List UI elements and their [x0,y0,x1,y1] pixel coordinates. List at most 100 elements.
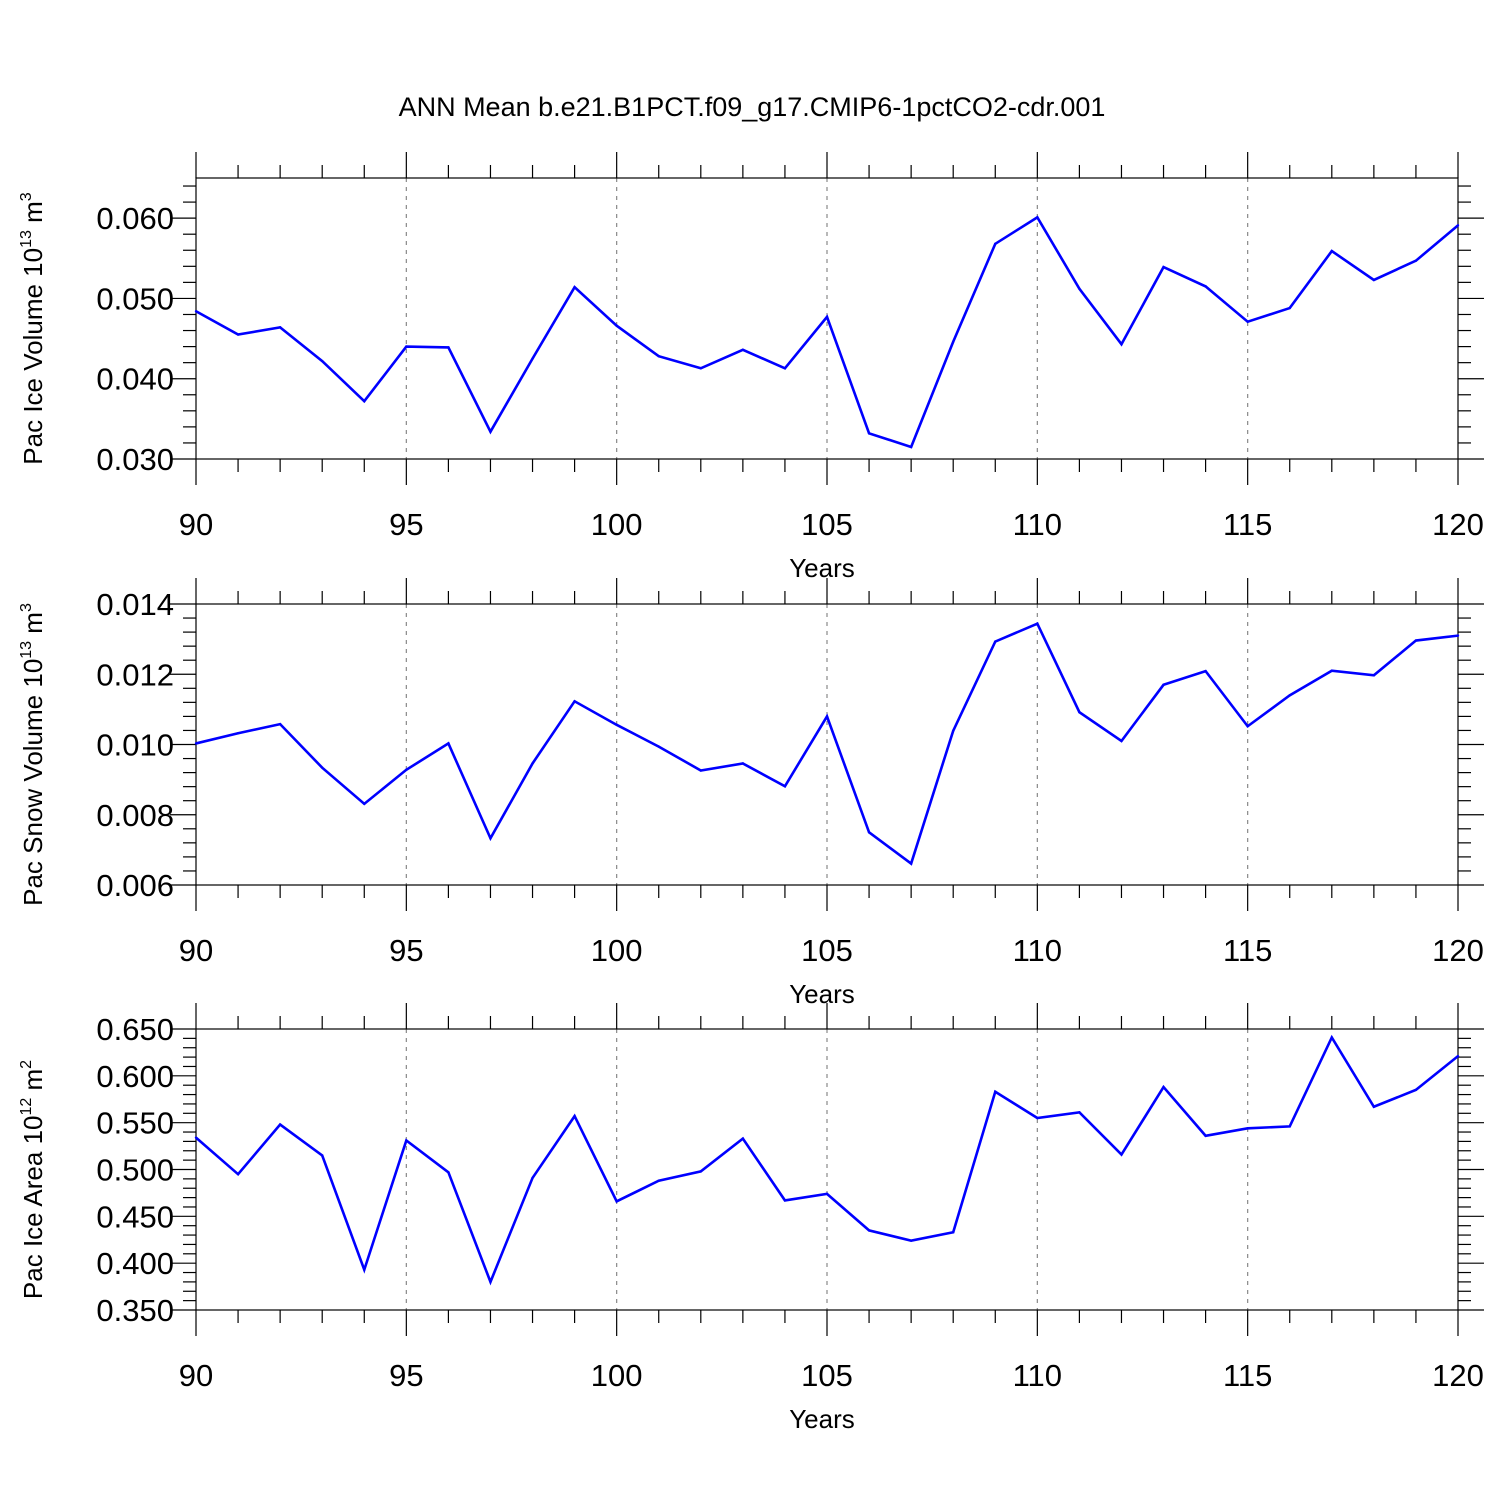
y-tick-label: 0.450 [96,1199,174,1234]
data-point [909,1239,913,1242]
data-point [952,340,955,343]
data-point [615,1200,618,1203]
y-tick-label: 0.006 [96,868,174,903]
y-tick-label: 0.060 [96,201,174,236]
data-point [236,732,240,735]
data-point [909,445,913,449]
data-point [1414,1088,1418,1092]
data-point [825,715,829,718]
data-point [236,1172,240,1176]
y-tick-label: 0.050 [96,281,174,316]
data-point [1204,285,1207,288]
data-point [447,742,450,745]
data-point [278,722,282,726]
data-point [194,742,198,745]
data-point [1204,669,1207,673]
x-tick-label: 100 [591,507,643,542]
data-point [405,345,408,348]
y-tick-label: 0.350 [96,1293,174,1328]
data-point [363,1268,366,1271]
x-tick-label: 115 [1223,1358,1272,1393]
data-point [1120,342,1123,346]
x-tick-label: 105 [801,933,853,968]
data-point [783,367,787,370]
data-point [825,1192,829,1196]
data-point [699,1170,702,1173]
x-tick-label: 105 [801,1358,853,1393]
data-point [531,762,534,765]
data-point [321,766,324,769]
data-point [1330,669,1334,672]
data-point [573,700,576,703]
x-tick-label: 120 [1432,507,1484,542]
plot-frame [195,1028,1459,1311]
data-point [447,346,450,349]
data-point [1036,622,1039,625]
data-point [489,1280,492,1284]
data-point [1456,1054,1460,1058]
data-point [278,326,282,329]
data-point [867,1229,871,1232]
data-point [657,745,660,748]
data-point [1078,287,1081,290]
x-tick-label: 115 [1223,933,1272,968]
data-point [825,315,829,319]
data-point [1372,1105,1376,1108]
data-point [1162,265,1165,269]
data-point [405,768,408,771]
data-point [489,837,492,840]
plot-frame [195,603,1459,886]
data-point [1372,674,1376,677]
data-point [699,769,702,772]
data-point [615,324,618,327]
data-point [867,831,871,834]
data-point [1204,1134,1207,1137]
data-point [867,432,871,435]
data-point [741,762,745,765]
x-tick-label: 95 [389,1358,423,1393]
data-point [1120,739,1123,743]
data-point [1120,1153,1123,1156]
x-axis-label: Years [789,979,855,1009]
data-point [573,1114,576,1118]
panels: 90 95 100 105 110 115 120 0.030 0.040 0.050 0.060 Y… [18,152,1484,1434]
x-tick-label: 100 [591,1358,643,1393]
data-point [783,1199,787,1202]
data-point [994,640,997,643]
x-tick-label: 120 [1432,933,1484,968]
data-point [531,1176,534,1180]
x-tick-label: 90 [179,933,213,968]
y-tick-label: 0.014 [96,587,174,622]
x-axis-label: Years [789,553,855,583]
panel-2: 90 95 100 105 110 115 120 0.006 0.008 0.010 0.012 0… [18,578,1484,1009]
x-tick-label: 105 [801,507,853,542]
y-tick-label: 0.600 [96,1059,174,1094]
data-point [1288,694,1291,697]
data-point [1162,683,1165,686]
data-point [1456,224,1460,227]
y-tick-label: 0.008 [96,798,174,833]
data-point [952,729,955,733]
y-tick-label: 0.650 [96,1012,174,1047]
data-point [1288,306,1291,310]
data-point [994,1090,997,1093]
data-point [699,367,702,370]
data-point [194,1136,198,1139]
x-tick-label: 95 [389,507,423,542]
data-point [531,357,534,360]
panel-3: 90 95 100 105 110 115 120 0.350 0.400 0.450 0.500 0… [18,1003,1484,1434]
data-point [447,1171,450,1174]
x-tick-label: 120 [1432,1358,1484,1393]
data-point [783,785,787,788]
data-point [657,1179,660,1182]
data-point [236,333,240,336]
data-point [194,310,198,313]
data-point [909,862,913,865]
data-point [405,1139,408,1142]
x-tick-label: 95 [389,933,423,968]
data-point [1246,1127,1249,1130]
x-tick-label: 90 [179,507,213,542]
y-axis-label: Pac Ice Area 1012 m2 [18,1060,48,1299]
data-point [741,348,745,352]
